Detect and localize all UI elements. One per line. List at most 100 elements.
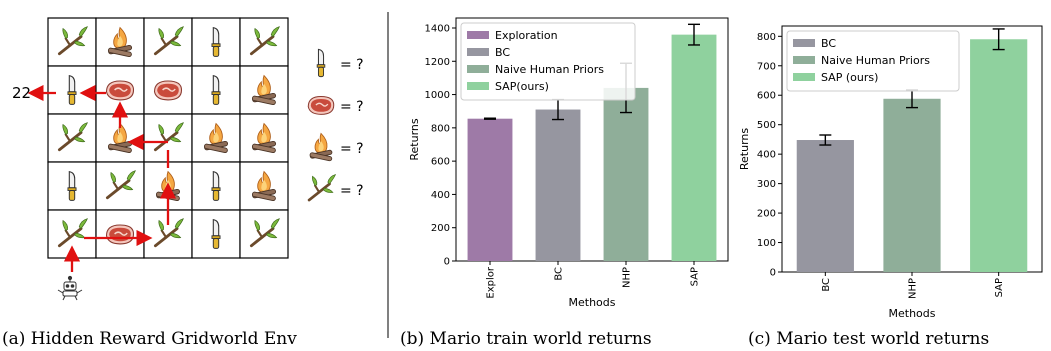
robot-agent-icon — [57, 275, 83, 301]
gridworld-panel: 22 = ? = ? = ? = ? (a) Hidden Reward Gridwo… — [2, 17, 364, 349]
grid-cell — [95, 17, 145, 67]
caption-b: (b) Mario train world returns — [400, 329, 652, 349]
y-tick-label: 0 — [770, 268, 776, 279]
grid-cell — [47, 161, 97, 211]
reward-value: 22 — [12, 84, 31, 102]
y-tick-label: 400 — [757, 150, 776, 161]
knife-icon — [211, 171, 221, 201]
grid-cell — [95, 209, 145, 259]
meat-icon — [153, 80, 183, 101]
knife-icon — [211, 27, 221, 57]
x-axis-label: Methods — [569, 296, 616, 309]
y-tick-label: 600 — [431, 157, 450, 168]
x-tick-label: NHP — [622, 267, 633, 288]
grid-cell — [191, 209, 241, 259]
chart-legend: Exploration BC Naive Human Priors SAP(ours) — [460, 22, 636, 101]
legend-item: = ? — [307, 95, 364, 116]
legend-label: BC — [821, 37, 836, 50]
grid-cell — [239, 161, 289, 211]
legend-entry: BC — [793, 37, 836, 50]
knife-icon — [211, 75, 221, 105]
y-tick-label: 300 — [757, 179, 776, 190]
grid-cell — [191, 161, 241, 211]
legend-entry: Naive Human Priors — [467, 63, 604, 76]
legend-item: = ? — [316, 48, 364, 78]
grid-cell — [95, 161, 145, 211]
campfire-icon — [309, 132, 333, 162]
grid-cell — [191, 65, 241, 115]
x-tick-label: SAP — [994, 278, 1005, 297]
legend-entry: SAP(ours) — [467, 80, 549, 93]
grid-cell — [191, 17, 241, 67]
legend-item: = ? — [307, 173, 364, 202]
y-tick-label: 500 — [757, 120, 776, 131]
item-legend: = ? = ? = ? = ? — [307, 48, 364, 202]
y-tick-label: 1000 — [425, 90, 450, 101]
knife-icon — [211, 219, 221, 249]
plot-area — [455, 17, 729, 262]
legend-entry: BC — [467, 46, 510, 59]
y-tick-label: 200 — [431, 223, 450, 234]
caption-a: (a) Hidden Reward Gridworld Env — [2, 329, 297, 349]
meat-icon — [307, 95, 335, 116]
y-tick-label: 1200 — [425, 57, 450, 68]
legend-item: = ? — [309, 132, 364, 162]
stick-icon — [307, 173, 337, 202]
bar-bc — [796, 140, 854, 272]
y-axis-label: Returns — [738, 128, 751, 171]
legend-label: = ? — [340, 141, 364, 157]
grid-cell — [143, 17, 193, 67]
grid-cell — [191, 113, 241, 163]
legend-label: = ? — [340, 99, 364, 115]
knife-icon — [67, 75, 77, 105]
y-tick-label: 800 — [431, 123, 450, 134]
y-tick-label: 600 — [757, 91, 776, 102]
train-returns-chart: (b) Mario train world returns 0 200 400 600… — [400, 17, 729, 349]
y-tick-label: 800 — [757, 32, 776, 43]
legend-label: Naive Human Priors — [495, 63, 604, 76]
legend-swatch — [467, 82, 489, 90]
gridworld-grid — [47, 17, 289, 259]
grid-cell — [143, 65, 193, 115]
legend-label: Naive Human Priors — [821, 54, 930, 67]
legend-label: = ? — [340, 57, 364, 73]
bar-sap — [970, 39, 1028, 273]
bar-explor — [467, 118, 513, 261]
bar-nhp — [603, 87, 649, 261]
legend-entry: Exploration — [467, 29, 558, 42]
y-tick-label: 200 — [757, 209, 776, 220]
y-tick-label: 0 — [444, 257, 450, 268]
grid-cell — [239, 113, 289, 163]
grid-cell — [47, 17, 97, 67]
legend-swatch — [793, 39, 815, 47]
legend-swatch — [793, 73, 815, 81]
grid-cell — [239, 209, 289, 259]
legend-swatch — [467, 65, 489, 73]
grid-cell — [47, 113, 97, 163]
y-tick-label: 400 — [431, 190, 450, 201]
knife-icon — [316, 48, 326, 78]
test-returns-chart: (c) Mario test world returns 0 100 200 300 4… — [738, 25, 1043, 349]
legend-swatch — [793, 56, 815, 64]
legend-label: BC — [495, 46, 510, 59]
meat-icon — [105, 224, 135, 245]
y-tick-label: 1400 — [425, 23, 450, 34]
grid-cell — [239, 17, 289, 67]
legend-label: SAP(ours) — [495, 80, 549, 93]
bar-nhp — [883, 98, 941, 272]
legend-label: SAP (ours) — [821, 71, 878, 84]
knife-icon — [67, 171, 77, 201]
legend-label: Exploration — [495, 29, 558, 42]
legend-swatch — [467, 31, 489, 39]
meat-icon — [105, 80, 135, 101]
x-axis-label: Methods — [889, 307, 936, 320]
legend-label: = ? — [340, 183, 364, 199]
grid-cell — [239, 65, 289, 115]
bar-sap — [671, 34, 717, 262]
caption-c: (c) Mario test world returns — [748, 329, 989, 349]
legend-swatch — [467, 48, 489, 56]
y-axis-label: Returns — [408, 118, 421, 161]
chart-legend: BC Naive Human Priors SAP (ours) — [786, 30, 960, 92]
x-tick-label: Explor — [486, 266, 497, 298]
